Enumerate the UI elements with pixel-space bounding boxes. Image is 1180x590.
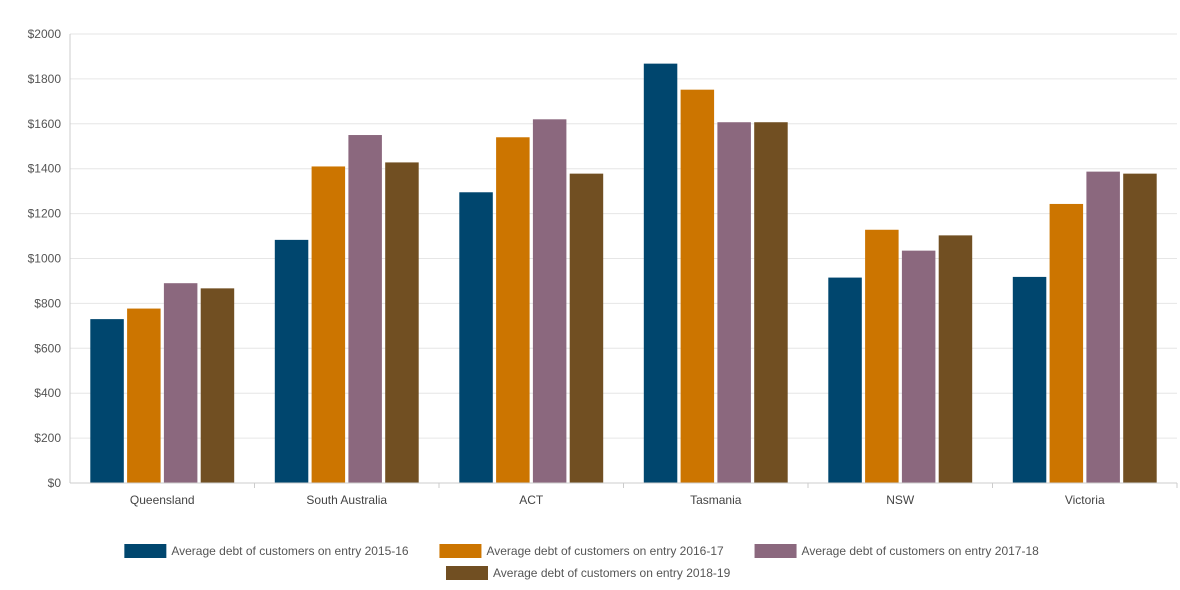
y-tick-label: $1200	[28, 207, 62, 221]
legend-swatch-series-3	[754, 544, 797, 558]
y-tick-label: $200	[34, 431, 61, 445]
x-tick-label: Queensland	[130, 493, 195, 507]
y-tick-label: $600	[34, 341, 61, 355]
bar-act-series-4	[569, 173, 604, 483]
bar-nsw-series-2	[865, 229, 899, 483]
bar-act-series-2	[496, 137, 530, 483]
x-tick-label: NSW	[886, 493, 915, 507]
bar-south-australia-series-4	[385, 162, 419, 483]
y-axis: $0 $200 $400 $600 $800 $1000 $1200 $1400 $1600 $1…	[28, 27, 71, 490]
bar-victoria-series-2	[1049, 203, 1084, 483]
x-tick-label: ACT	[519, 493, 544, 507]
bar-south-australia-series-3	[348, 135, 382, 483]
bars	[90, 63, 1157, 484]
y-tick-label: $2000	[28, 27, 62, 41]
x-tick-label: South Australia	[306, 493, 387, 507]
y-tick-label: $800	[34, 296, 61, 310]
bar-south-australia-series-2	[311, 166, 346, 483]
legend-label-series-3: Average debt of customers on entry 2017-…	[802, 544, 1040, 558]
bar-tasmania-series-4	[754, 122, 788, 483]
x-axis: Queensland South Australia ACT Tasmania NSW V…	[70, 482, 1178, 507]
legend: Average debt of customers on entry 2015-…	[124, 544, 1039, 580]
legend-label-series-1: Average debt of customers on entry 2015-…	[171, 544, 409, 558]
legend-swatch-series-4	[446, 566, 488, 580]
bar-victoria-series-4	[1123, 173, 1157, 483]
x-tick-label: Victoria	[1065, 493, 1105, 507]
legend-swatch-series-2	[439, 544, 482, 558]
bar-tasmania-series-3	[717, 122, 751, 483]
legend-label-series-4: Average debt of customers on entry 2018-…	[493, 566, 731, 580]
gridlines	[70, 33, 1177, 439]
bar-queensland-series-2	[127, 308, 161, 483]
y-tick-label: $0	[48, 476, 62, 490]
bar-south-australia-series-1	[274, 239, 309, 483]
bar-tasmania-series-2	[680, 89, 715, 484]
y-tick-label: $400	[34, 386, 61, 400]
y-tick-label: $1400	[28, 162, 62, 176]
bar-nsw-series-1	[828, 277, 862, 483]
bar-queensland-series-3	[163, 283, 198, 483]
bar-queensland-series-1	[90, 319, 124, 483]
bar-victoria-series-3	[1086, 171, 1120, 483]
x-tick-label: Tasmania	[690, 493, 742, 507]
bar-nsw-series-3	[901, 250, 936, 483]
bar-act-series-1	[459, 192, 493, 483]
y-tick-label: $1800	[28, 72, 62, 86]
bar-act-series-3	[532, 119, 567, 483]
legend-swatch-series-1	[124, 544, 167, 558]
bar-nsw-series-4	[938, 235, 973, 483]
legend-label-series-2: Average debt of customers on entry 2016-…	[486, 544, 724, 558]
y-tick-label: $1000	[28, 252, 62, 266]
bar-victoria-series-1	[1012, 276, 1047, 483]
bar-queensland-series-4	[200, 288, 235, 483]
bar-tasmania-series-1	[643, 63, 678, 483]
y-tick-label: $1600	[28, 117, 62, 131]
